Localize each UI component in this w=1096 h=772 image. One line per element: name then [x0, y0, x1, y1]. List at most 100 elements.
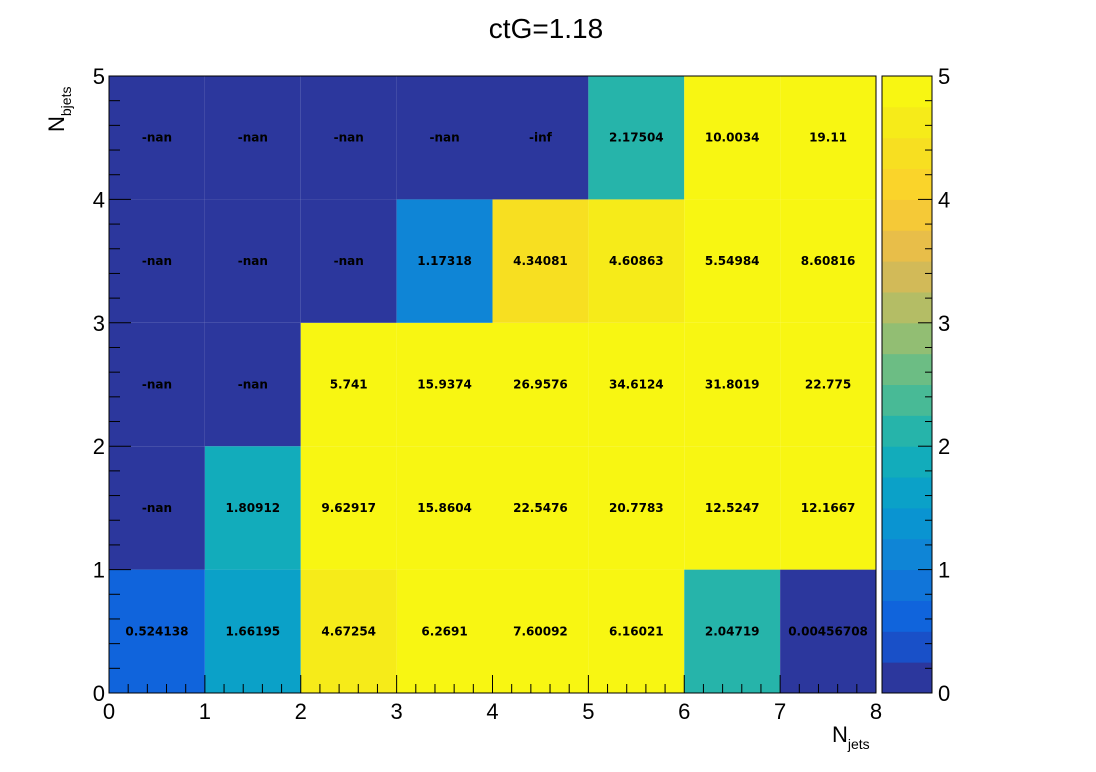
colorbar-band	[882, 106, 932, 139]
cell-value-label: 12.5247	[705, 501, 760, 515]
x-axis-label-main: N	[832, 722, 848, 747]
cell-value-label: 4.67254	[321, 624, 376, 638]
heatmap-cell	[300, 322, 397, 447]
colorbar-band	[882, 415, 932, 447]
x-tick-label: 8	[870, 699, 882, 724]
x-tick-label: 5	[582, 699, 594, 724]
cell-value-label: 5.54984	[705, 254, 760, 268]
colorbar-band	[882, 76, 932, 108]
cell-value-label: 8.60816	[801, 254, 856, 268]
colorbar-band	[882, 507, 932, 540]
cell-value-label: 2.04719	[705, 624, 760, 638]
cell-value-label: 4.34081	[513, 254, 568, 268]
x-tick-label: 3	[391, 699, 403, 724]
heatmap-cell	[109, 76, 205, 200]
heatmap-cell	[684, 322, 781, 447]
x-tick-label: 7	[774, 699, 786, 724]
heatmap-cell	[492, 569, 589, 693]
x-tick-label: 6	[678, 699, 690, 724]
cell-value-label: 1.80912	[225, 501, 280, 515]
heatmap-cell	[396, 446, 493, 570]
colorbar-tick-label: 5	[938, 64, 950, 89]
heatmap-cell	[588, 76, 685, 200]
cell-value-label: 6.2691	[421, 624, 467, 638]
cell-value-label: 15.9374	[417, 378, 472, 392]
cell-value-label: 5.741	[330, 378, 368, 392]
cell-value-label: 20.7783	[609, 501, 664, 515]
x-tick-label: 4	[486, 699, 498, 724]
heatmap-cell	[492, 199, 589, 323]
heatmap-cell	[492, 76, 589, 200]
cell-value-label: 22.775	[805, 378, 851, 392]
heatmap-cell	[300, 569, 397, 693]
cell-value-label: 9.62917	[321, 501, 376, 515]
cell-value-label: -nan	[142, 131, 172, 145]
y-tick-label: 5	[93, 64, 105, 89]
colorbar-band	[882, 631, 932, 663]
heatmap-cell	[780, 199, 876, 323]
cell-value-label: 19.11	[809, 131, 847, 145]
colorbar-band	[882, 569, 932, 601]
y-tick-label: 1	[93, 558, 105, 583]
cell-value-label: -nan	[334, 254, 364, 268]
heatmap-cell	[780, 322, 876, 447]
heatmap-cell	[109, 569, 205, 693]
heatmap-cell	[396, 199, 493, 323]
colorbar-tick-label: 3	[938, 311, 950, 336]
heatmap-cell	[109, 322, 205, 447]
heatmap-cell	[780, 76, 876, 200]
colorbar-band	[882, 322, 932, 355]
cell-value-label: -nan	[142, 378, 172, 392]
y-tick-label: 2	[93, 434, 105, 459]
heatmap-cell	[684, 446, 781, 570]
colorbar-band	[882, 199, 932, 231]
colorbar-band	[882, 353, 932, 385]
heatmap-cell	[588, 569, 685, 693]
x-tick-label: 0	[103, 699, 115, 724]
y-tick-label: 4	[93, 187, 105, 212]
heatmap-cell	[204, 199, 301, 323]
colorbar-band	[882, 168, 932, 200]
heatmap-cell	[300, 76, 397, 200]
cell-value-label: 10.0034	[705, 131, 760, 145]
colorbar-band	[882, 477, 932, 509]
cell-value-label: 34.6124	[609, 378, 664, 392]
cell-value-label: 1.17318	[417, 254, 472, 268]
colorbar-band	[882, 291, 932, 324]
cell-value-label: -inf	[529, 131, 553, 145]
colorbar-band	[882, 261, 932, 293]
heatmap-cell	[492, 446, 589, 570]
y-tick-label: 0	[93, 681, 105, 706]
cell-value-label: 4.60863	[609, 254, 664, 268]
cell-value-label: -nan	[238, 131, 268, 145]
heatmap-cell	[684, 569, 781, 693]
colorbar-band	[882, 446, 932, 478]
cell-value-label: 0.524138	[125, 624, 188, 638]
cell-labels: 0.524138 1.66195 4.67254 6.2691 7.60092 6.160…	[125, 131, 867, 639]
y-axis-label: Nbjets	[44, 87, 74, 132]
cell-value-label: 7.60092	[513, 624, 568, 638]
colorbar-tick-label: 0	[938, 681, 950, 706]
cell-value-label: -nan	[429, 131, 459, 145]
heatmap-cell	[780, 446, 876, 570]
heatmap-cell	[684, 76, 781, 200]
colorbar-band	[882, 230, 932, 262]
x-tick-label: 1	[199, 699, 211, 724]
x-tick-label: 2	[295, 699, 307, 724]
heatmap-cell	[109, 446, 205, 570]
cell-value-label: -nan	[238, 378, 268, 392]
colorbar-band	[882, 662, 932, 694]
heatmap-cell	[109, 199, 205, 323]
cell-value-label: -nan	[334, 131, 364, 145]
cell-value-label: 26.9576	[513, 378, 568, 392]
heatmap-cell	[204, 446, 301, 570]
cell-value-label: 1.66195	[225, 624, 280, 638]
cell-value-label: 22.5476	[513, 501, 568, 515]
colorbar-band	[882, 600, 932, 632]
y-tick-label: 3	[93, 311, 105, 336]
cell-value-label: 6.16021	[609, 624, 664, 638]
heatmap-cells	[109, 76, 876, 693]
cell-value-label: 2.17504	[609, 131, 664, 145]
heatmap-cell	[204, 569, 301, 693]
